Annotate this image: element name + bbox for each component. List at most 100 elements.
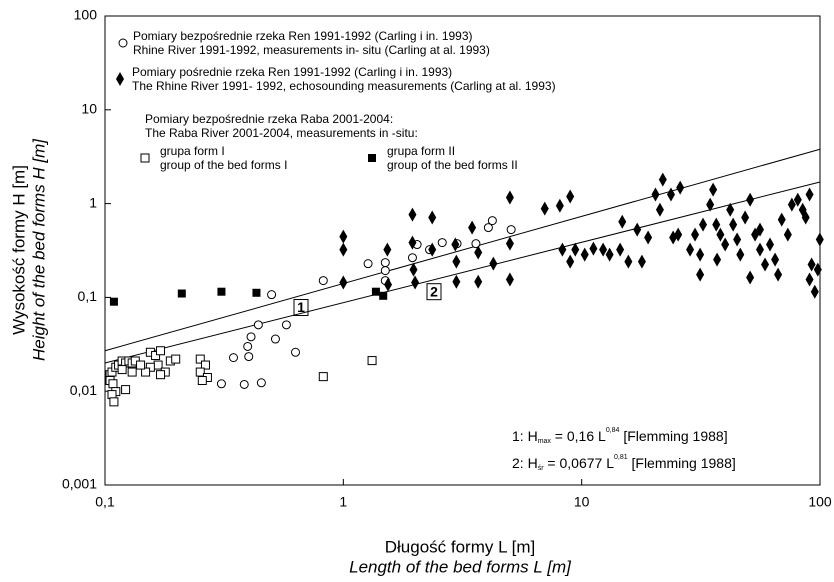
point — [156, 346, 166, 356]
point — [156, 370, 166, 380]
point — [774, 267, 783, 282]
legend-label-en: Rhine River 1991-1992, measurements in- … — [133, 43, 490, 57]
point — [746, 192, 755, 207]
point — [666, 187, 675, 202]
point — [807, 257, 816, 272]
point — [474, 245, 483, 260]
point — [151, 351, 161, 361]
y-tick-label: 10 — [81, 101, 97, 117]
point — [487, 216, 497, 226]
y-axis-label-en: Height of the bed forms H [m] — [29, 138, 48, 361]
y-axis-label: Wysokość formy H [m] — [9, 165, 28, 335]
legend-label: grupa form II — [387, 144, 455, 158]
point — [383, 242, 392, 257]
point — [246, 332, 256, 342]
annotation-part: 0,81 — [614, 454, 628, 461]
x-axis-label-en: Length of the bed forms L [m] — [349, 557, 572, 576]
annotation-part: 0,84 — [606, 427, 620, 434]
point — [733, 232, 742, 247]
annotation-part: śr — [538, 465, 545, 472]
point — [407, 253, 417, 263]
line-label-box — [293, 298, 309, 316]
point — [408, 235, 417, 250]
point — [736, 247, 745, 262]
y-tick-label: 100 — [74, 7, 98, 23]
point — [244, 352, 254, 362]
point — [267, 290, 277, 300]
point — [217, 287, 226, 296]
point — [145, 362, 155, 372]
point — [540, 201, 549, 216]
point — [755, 222, 764, 237]
point — [691, 227, 700, 242]
point — [696, 267, 705, 282]
legend-label-en: group of the bed forms I — [160, 158, 287, 172]
point — [616, 242, 625, 257]
point — [805, 272, 814, 287]
annotation: 2: Hśr = 0,0677 L0,81 [Flemming 1988] — [512, 454, 736, 472]
point — [239, 379, 249, 389]
point — [655, 202, 664, 217]
point — [813, 262, 822, 277]
annotation-part: [Flemming 1988] — [619, 428, 727, 444]
point — [318, 372, 328, 382]
x-tick-label: 100 — [808, 494, 832, 510]
point — [783, 227, 792, 242]
point — [729, 217, 738, 232]
point — [428, 210, 437, 225]
point — [339, 229, 348, 244]
point — [696, 247, 705, 262]
point — [505, 236, 514, 251]
point — [363, 259, 373, 269]
point — [686, 242, 695, 257]
point — [761, 257, 770, 272]
point — [171, 354, 181, 364]
annotation-part: [Flemming 1988] — [628, 455, 736, 471]
point — [558, 242, 567, 257]
point — [713, 252, 722, 267]
point — [452, 254, 461, 269]
point — [599, 242, 608, 257]
legend-header-en: The Raba River 2001-2004, measurements i… — [145, 126, 418, 140]
point — [281, 320, 291, 330]
legend-label-en: group of the bed forms II — [387, 158, 518, 172]
point — [555, 198, 564, 213]
point — [766, 237, 775, 252]
point — [367, 356, 377, 366]
point — [121, 385, 131, 395]
point — [127, 367, 137, 377]
point — [379, 291, 388, 300]
point — [755, 242, 764, 257]
point — [252, 288, 261, 297]
point — [216, 379, 226, 389]
legend-label: grupa form I — [160, 144, 225, 158]
point — [489, 256, 498, 271]
y-tick-label: 0,1 — [78, 288, 98, 304]
point — [658, 172, 667, 187]
point — [339, 275, 348, 290]
y-tick-label: 0,01 — [70, 382, 97, 398]
point — [580, 247, 589, 262]
point — [109, 297, 118, 306]
point — [746, 270, 755, 285]
point — [177, 289, 186, 298]
point — [380, 266, 390, 276]
point — [676, 180, 685, 195]
point — [674, 227, 683, 242]
x-axis-label: Długość formy L [m] — [385, 537, 536, 556]
annotation-part: max — [538, 438, 552, 445]
legend-marker — [116, 72, 124, 86]
point — [566, 254, 575, 269]
point — [651, 187, 660, 202]
point — [741, 210, 750, 225]
point — [408, 207, 417, 222]
point — [589, 241, 598, 256]
point — [644, 230, 653, 245]
point — [793, 192, 802, 207]
legend-marker — [140, 153, 150, 163]
annotation-part: 2: H — [512, 455, 538, 471]
line-label: 2 — [430, 283, 438, 299]
x-tick-label: 1 — [339, 494, 347, 510]
point — [815, 232, 824, 247]
